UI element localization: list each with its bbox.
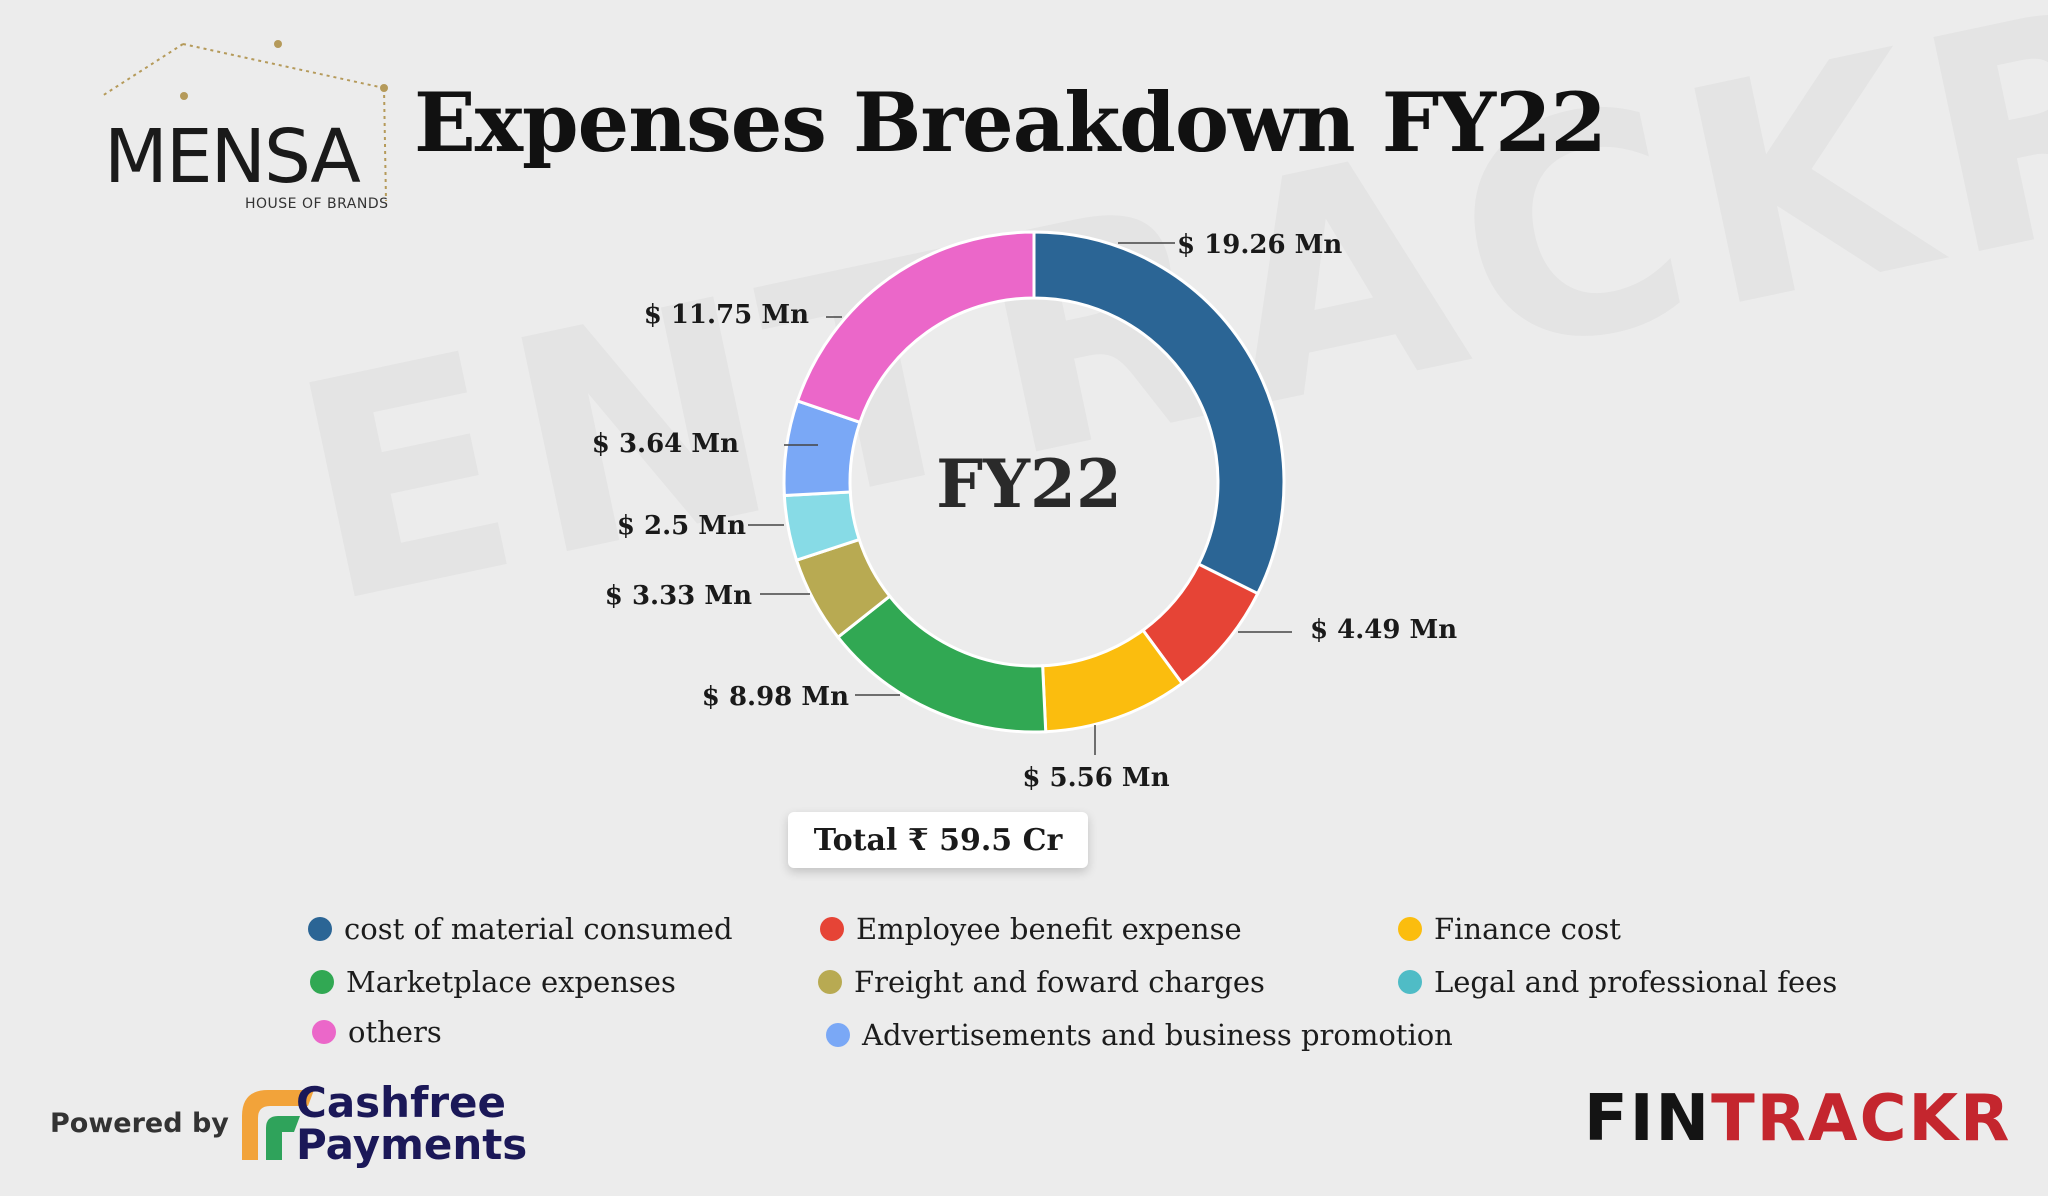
legend-label: Finance cost — [1434, 912, 1621, 946]
legend-label: Freight and foward charges — [854, 965, 1265, 999]
legend-swatch — [818, 970, 842, 994]
legend-label: Marketplace expenses — [346, 965, 676, 999]
legend-label: Legal and professional fees — [1434, 965, 1838, 999]
legend-item: Employee benefit expense — [820, 912, 1242, 946]
fintrackr-part2: TRACKR — [1711, 1082, 2012, 1156]
legend-swatch — [1398, 970, 1422, 994]
cashfree-logo-icon — [242, 1090, 314, 1160]
data-label: $ 3.64 Mn — [592, 429, 739, 459]
powered-by-label: Powered by — [50, 1108, 229, 1139]
page-title: Expenses Breakdown FY22 — [414, 76, 1607, 171]
donut-slice — [1032, 230, 1286, 596]
legend-swatch — [312, 1020, 336, 1044]
legend-label: cost of material consumed — [344, 912, 733, 946]
legend-item: cost of material consumed — [308, 912, 733, 946]
legend-label: Advertisements and business promotion — [862, 1018, 1453, 1052]
data-label: $ 3.33 Mn — [605, 581, 752, 611]
legend-swatch — [1398, 917, 1422, 941]
data-label: $ 2.5 Mn — [617, 511, 746, 541]
legend-swatch — [820, 917, 844, 941]
donut-slice — [835, 594, 1048, 734]
legend-item: others — [312, 1015, 442, 1049]
legend-item: Finance cost — [1398, 912, 1621, 946]
logo-subtitle: HOUSE OF BRANDS — [245, 196, 389, 212]
legend-label: others — [348, 1015, 442, 1049]
cashfree-line2: Payments — [296, 1120, 528, 1169]
logo-wordmark: MENSA — [104, 114, 361, 200]
total-badge: Total ₹ 59.5 Cr — [788, 812, 1088, 868]
fintrackr-part1: FIN — [1584, 1082, 1712, 1156]
data-label: $ 19.26 Mn — [1177, 230, 1342, 260]
legend-swatch — [826, 1023, 850, 1047]
cashfree-wordmark: Cashfree Payments — [296, 1082, 527, 1166]
mensa-logo: MENSA HOUSE OF BRANDS — [100, 36, 400, 221]
fintrackr-logo: FINTRACKR — [1584, 1082, 2011, 1156]
legend-item: Marketplace expenses — [310, 965, 676, 999]
center-label: FY22 — [936, 445, 1122, 523]
data-label: $ 5.56 Mn — [1022, 763, 1169, 793]
data-label: $ 11.75 Mn — [644, 300, 809, 330]
data-label: $ 4.49 Mn — [1310, 615, 1457, 645]
logo-house-outline-icon — [101, 40, 388, 202]
legend-label: Employee benefit expense — [856, 912, 1242, 946]
data-label: $ 8.98 Mn — [702, 682, 849, 712]
legend-swatch — [308, 917, 332, 941]
legend-item: Advertisements and business promotion — [826, 1018, 1453, 1052]
legend-swatch — [310, 970, 334, 994]
donut-slice — [795, 230, 1036, 425]
cashfree-line1: Cashfree — [296, 1078, 507, 1127]
legend-item: Freight and foward charges — [818, 965, 1265, 999]
legend-item: Legal and professional fees — [1398, 965, 1837, 999]
